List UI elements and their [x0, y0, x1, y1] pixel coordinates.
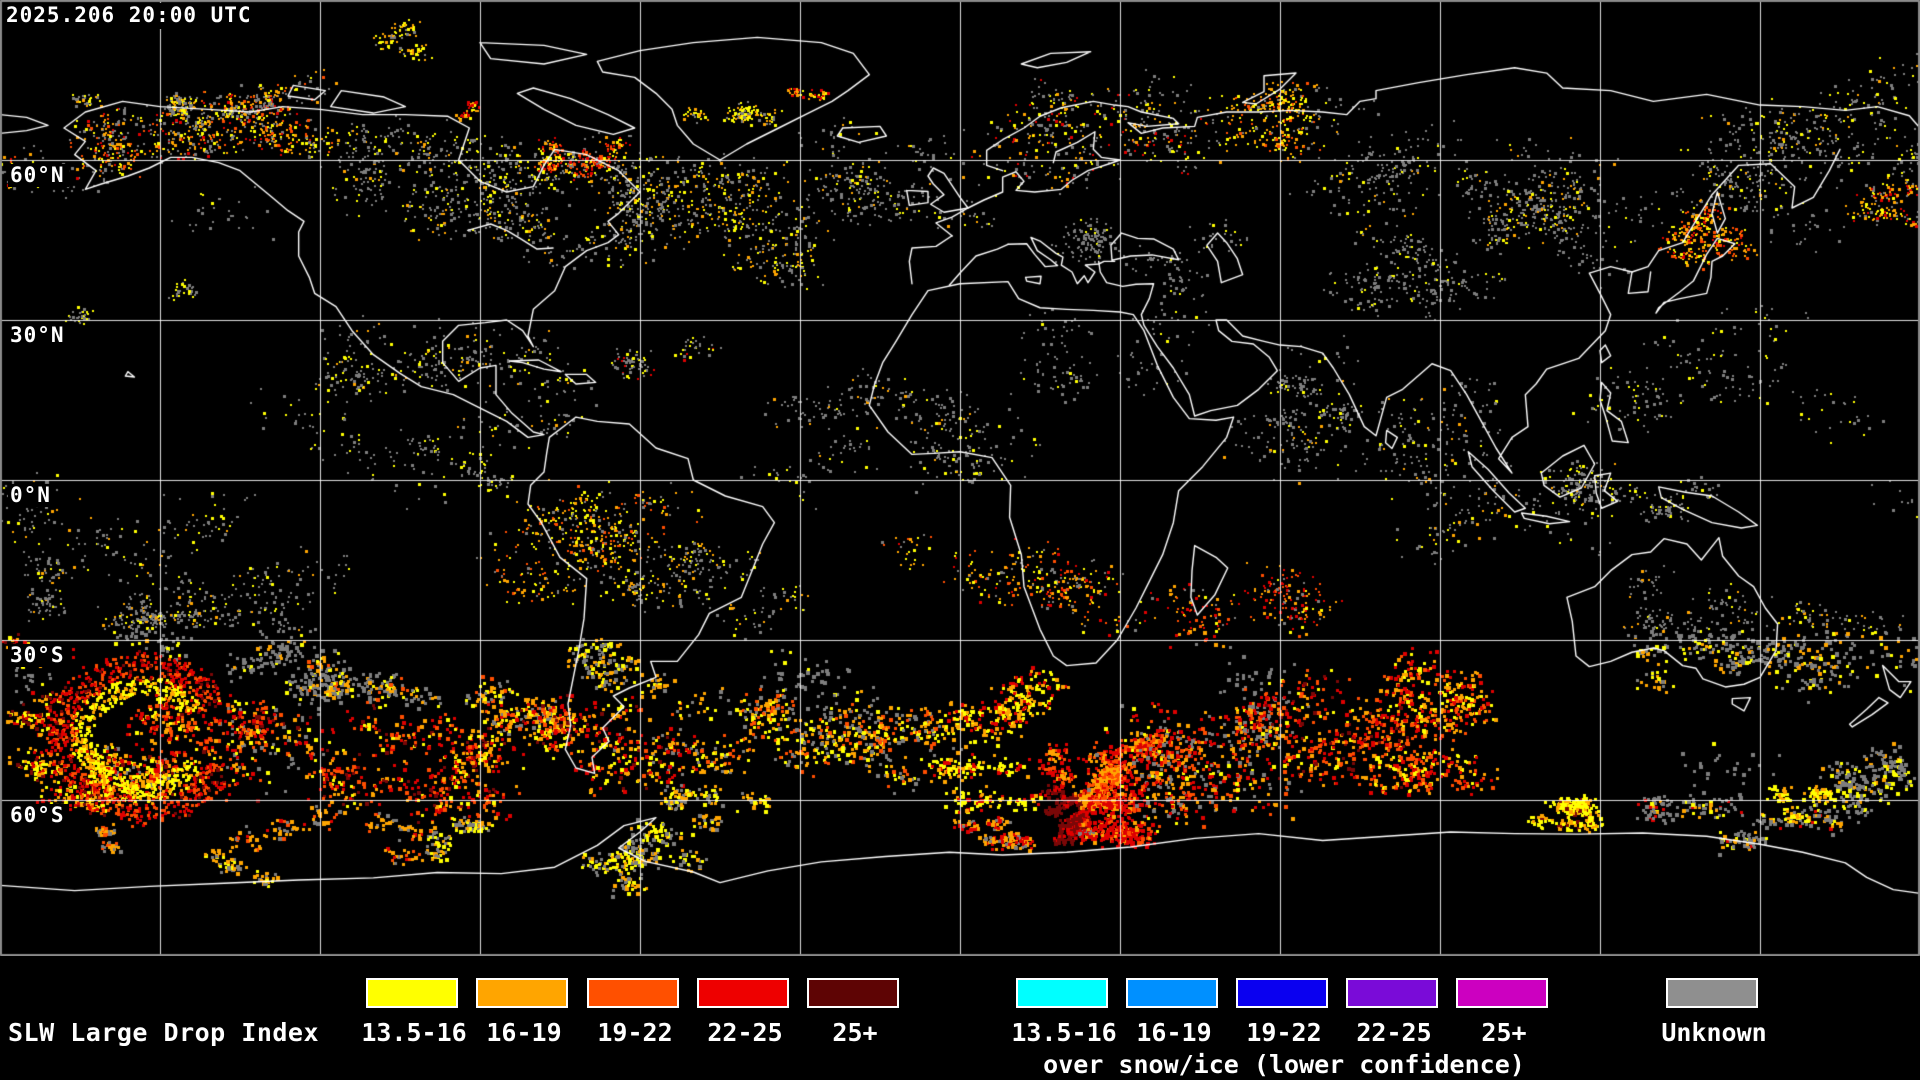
legend-snowice-caption: over snow/ice (lower confidence)	[1043, 1050, 1525, 1079]
lat-label-30n: 30°N	[8, 324, 69, 347]
legend-swatch	[476, 978, 568, 1008]
legend-item-label: 22-25	[707, 1018, 783, 1047]
legend-item-label: 13.5-16	[1011, 1018, 1117, 1047]
legend-swatch	[1126, 978, 1218, 1008]
legend-swatch	[1456, 978, 1548, 1008]
legend-item-label: 25+	[1481, 1018, 1527, 1047]
legend-item-label: 16-19	[1136, 1018, 1212, 1047]
legend-swatch	[587, 978, 679, 1008]
legend-item-standard-5: 25+	[795, 956, 915, 1080]
lat-label-60s: 60°S	[8, 804, 69, 827]
legend-swatch	[366, 978, 458, 1008]
legend-swatch	[1666, 978, 1758, 1008]
legend-swatch	[1346, 978, 1438, 1008]
legend-item-label: 19-22	[597, 1018, 673, 1047]
legend-item-label: 19-22	[1246, 1018, 1322, 1047]
lat-label-30s: 30°S	[8, 644, 69, 667]
legend-item-snowice-2: 16-19	[1114, 956, 1234, 1080]
legend-item-snowice-3: 19-22	[1224, 956, 1344, 1080]
timestamp: 2025.206 20:00 UTC	[3, 3, 258, 29]
lat-label-0n: 0°N	[8, 484, 55, 507]
legend-swatch	[807, 978, 899, 1008]
legend-item-label: 13.5-16	[361, 1018, 467, 1047]
legend-item-label: Unknown	[1661, 1018, 1767, 1047]
legend-item-label: 16-19	[486, 1018, 562, 1047]
legend-title: SLW Large Drop Index	[8, 1018, 320, 1047]
lat-label-60n: 60°N	[8, 164, 69, 187]
legend-item-snowice-4: 22-25	[1334, 956, 1454, 1080]
legend-item-unknown: Unknown	[1654, 956, 1774, 1080]
legend-swatch	[1016, 978, 1108, 1008]
legend-swatch	[697, 978, 789, 1008]
legend-item-label: 22-25	[1356, 1018, 1432, 1047]
legend-item-standard-2: 16-19	[464, 956, 584, 1080]
legend: SLW Large Drop Index 13.5-16 16-19 19-22…	[0, 956, 1920, 1080]
legend-item-snowice-5: 25+	[1444, 956, 1564, 1080]
legend-item-standard-4: 22-25	[685, 956, 805, 1080]
legend-item-label: 25+	[832, 1018, 878, 1047]
legend-item-standard-1: 13.5-16	[354, 956, 474, 1080]
legend-item-snowice-1: 13.5-16	[1004, 956, 1124, 1080]
legend-item-standard-3: 19-22	[575, 956, 695, 1080]
legend-swatch	[1236, 978, 1328, 1008]
world-map-canvas	[0, 0, 1920, 956]
